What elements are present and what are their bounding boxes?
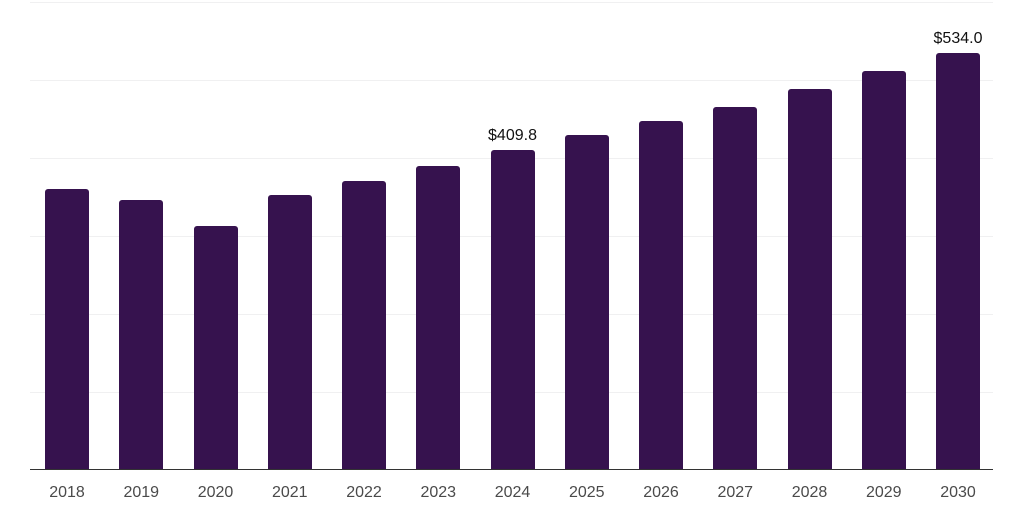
bar-2029 xyxy=(861,71,906,470)
data-label-2024: $409.8 xyxy=(488,127,537,145)
x-tick-label-2020: 2020 xyxy=(197,484,234,501)
bar-2028 xyxy=(787,88,832,470)
x-tick-label-2029: 2029 xyxy=(865,484,902,501)
plot-area: $409.8 $534.0 xyxy=(30,2,993,470)
gridline xyxy=(30,2,993,3)
x-tick-label-2021: 2021 xyxy=(271,484,308,501)
x-axis-labels: 2018 2019 2020 2021 2022 2023 2024 2025 2026 2027… xyxy=(45,483,980,502)
bar-2030: $534.0 xyxy=(934,30,982,470)
bar-2027 xyxy=(713,106,758,470)
bars-row: $409.8 $534.0 xyxy=(45,2,982,470)
x-tick-label-2018: 2018 xyxy=(49,484,85,501)
x-tick-label-2023: 2023 xyxy=(420,484,457,501)
bar-2024: $409.8 xyxy=(488,127,537,470)
x-tick-label-2025: 2025 xyxy=(568,484,605,501)
bar-2019 xyxy=(119,200,164,470)
bar-2025 xyxy=(564,135,609,470)
bar-2020 xyxy=(193,225,238,470)
bar-2022 xyxy=(342,181,386,470)
x-axis-line xyxy=(30,469,993,470)
bar-2018 xyxy=(45,189,89,470)
x-tick-label-2026: 2026 xyxy=(643,484,679,501)
x-tick-label-2027: 2027 xyxy=(717,484,754,501)
x-tick-label-2022: 2022 xyxy=(346,484,382,501)
x-tick-label-2024: 2024 xyxy=(494,484,531,501)
x-tick-label-2030: 2030 xyxy=(940,484,976,501)
x-tick-label-2028: 2028 xyxy=(791,484,828,501)
bar-2023 xyxy=(416,165,461,470)
bar-2026 xyxy=(639,120,683,470)
bar-2021 xyxy=(267,195,312,470)
x-tick-label-2019: 2019 xyxy=(123,484,160,501)
data-label-2030: $534.0 xyxy=(933,30,983,48)
gridline xyxy=(30,80,993,81)
